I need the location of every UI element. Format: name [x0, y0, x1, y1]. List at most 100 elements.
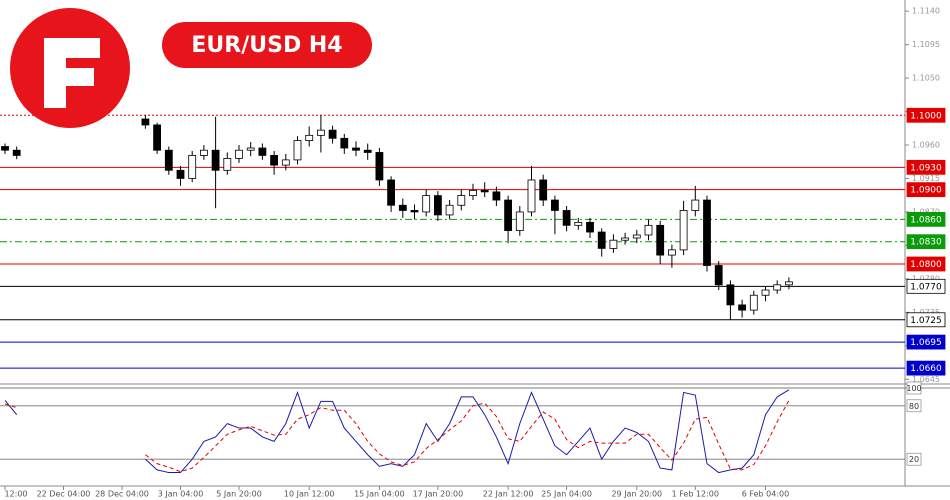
candle-body [375, 152, 384, 181]
indicator-tick-box [906, 381, 922, 395]
candle-body [281, 159, 290, 166]
candle-body [597, 231, 606, 249]
candle-body [785, 281, 793, 286]
candle-body [609, 239, 618, 249]
candle-body [738, 304, 746, 311]
level-label: 1.0860 [910, 215, 942, 225]
candle-body [761, 289, 770, 296]
x-tick-label: 12:00 [4, 490, 27, 499]
price-panel: 1.11401.10951.10501.10051.09601.09151.08… [0, 7, 946, 384]
x-tick-label: 6 Feb 04:00 [742, 490, 789, 499]
candle-body [164, 149, 173, 171]
candle-body [188, 155, 197, 179]
candle-body [621, 237, 629, 241]
level-label: 1.0800 [910, 260, 942, 270]
candle-body [398, 204, 407, 211]
level-label: 1.0770 [910, 282, 942, 292]
candle-body [352, 147, 360, 151]
level-label-box [906, 159, 946, 175]
candle-body [691, 199, 700, 211]
x-tick-label: 22 Jan 12:00 [483, 490, 534, 499]
title-badge [162, 22, 372, 68]
stochastic-panel: 20 80 100 [0, 381, 922, 474]
level-label-box [906, 182, 946, 198]
candle-body [480, 189, 489, 193]
candle-body [199, 149, 208, 156]
candle-body [656, 224, 665, 256]
level-label: 1.0830 [910, 238, 942, 248]
candle-body [305, 134, 314, 141]
indicator-tick-label: 100 [906, 384, 921, 393]
candle-body [153, 124, 162, 151]
y-tick-label: 1.0780 [912, 274, 940, 283]
candle-body [492, 191, 501, 201]
x-tick-label: 5 Jan 20:00 [216, 490, 262, 499]
level-label: 1.0725 [910, 316, 942, 326]
indicator-tick-box [906, 452, 922, 466]
indicator-tick-label: 80 [909, 402, 919, 411]
level-label-box [906, 107, 946, 123]
y-tick-label: 1.1140 [912, 7, 940, 16]
level-label-box [906, 234, 946, 250]
y-tick-label: 1.0915 [912, 174, 940, 183]
level-label-box [906, 360, 946, 376]
level-label: 1.1000 [910, 111, 942, 121]
y-tick-label: 1.1095 [912, 40, 940, 49]
level-label: 1.0660 [910, 364, 942, 374]
candle-body [679, 210, 688, 251]
level-label: 1.0930 [910, 163, 942, 173]
candle-body [749, 294, 758, 311]
level-label-box [906, 211, 946, 227]
candle-body [1, 146, 9, 151]
indicator-tick-label: 20 [909, 455, 919, 464]
candle-body [433, 195, 442, 216]
x-tick-label: 15 Jan 04:00 [354, 490, 405, 499]
candle-body [551, 199, 559, 211]
candle-body [176, 169, 185, 179]
y-tick-label: 1.0735 [912, 308, 940, 317]
candle-body [328, 129, 337, 139]
candle-body [773, 284, 782, 291]
y-tick-label: 1.0645 [912, 375, 940, 384]
level-label: 1.0900 [910, 186, 942, 196]
logo [10, 8, 130, 128]
candle-body [469, 189, 477, 196]
candle-body [586, 221, 594, 233]
candle-body [258, 147, 267, 156]
indicator-line [4, 400, 18, 416]
candle-body [270, 155, 279, 166]
candle-body [363, 149, 372, 153]
x-tick-label: 3 Jan 04:00 [158, 490, 204, 499]
level-label-box [906, 334, 946, 350]
y-tick-label: 1.1050 [912, 74, 940, 83]
candle-body [539, 179, 548, 201]
level-label-box [906, 278, 946, 294]
x-tick-label: 17 Jan 20:00 [413, 490, 464, 499]
indicator-line [4, 403, 17, 409]
y-tick-label: 1.0870 [912, 207, 940, 216]
indicator-line [145, 400, 790, 473]
indicator-tick-box [906, 399, 922, 413]
candle-body [246, 147, 255, 151]
logo-letter [44, 38, 100, 108]
time-axis: 12:00 22 Dec 04:00 28 Dec 04:00 3 Jan 04:00… [4, 486, 789, 499]
candle-body [726, 284, 735, 306]
candle-body [293, 140, 302, 161]
candle-body [632, 234, 641, 239]
level-label-box [906, 256, 946, 272]
candle-body [504, 199, 513, 231]
x-tick-label: 1 Feb 12:00 [672, 490, 719, 499]
candle-body [223, 158, 232, 171]
candle-body [12, 149, 21, 156]
candle-body [422, 195, 431, 213]
candle-body [574, 221, 583, 226]
x-tick-label: 28 Dec 04:00 [95, 490, 149, 499]
level-label: 1.0695 [910, 338, 942, 348]
candle-body [316, 129, 325, 136]
candle-body [668, 249, 676, 256]
candle-body [457, 195, 466, 206]
candle-body [714, 265, 723, 286]
